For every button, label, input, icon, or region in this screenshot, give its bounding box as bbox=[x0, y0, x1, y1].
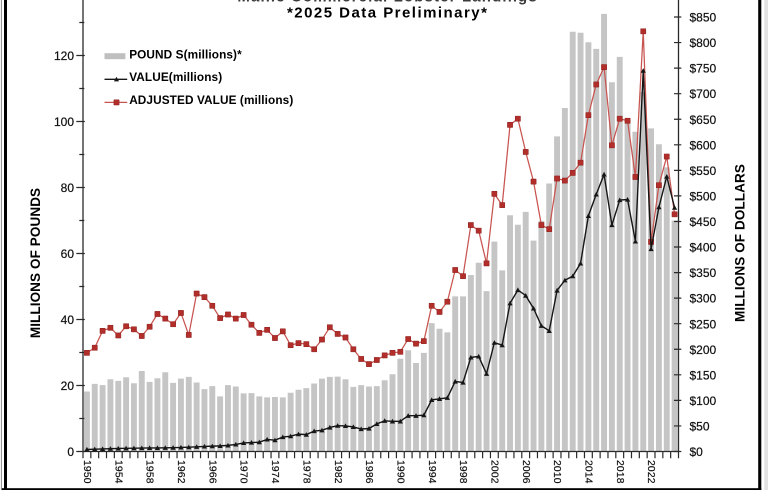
svg-text:$50: $50 bbox=[690, 419, 710, 433]
svg-text:60: 60 bbox=[61, 247, 75, 261]
svg-text:$800: $800 bbox=[690, 36, 717, 50]
svg-text:1962: 1962 bbox=[175, 460, 186, 484]
svg-text:100: 100 bbox=[54, 115, 74, 129]
svg-text:$600: $600 bbox=[690, 138, 717, 152]
svg-text:2022: 2022 bbox=[645, 460, 656, 484]
svg-text:$550: $550 bbox=[690, 164, 717, 178]
svg-text:$650: $650 bbox=[690, 113, 717, 127]
svg-text:$850: $850 bbox=[690, 11, 717, 25]
svg-text:40: 40 bbox=[61, 313, 75, 327]
svg-text:1958: 1958 bbox=[144, 460, 155, 484]
svg-text:$250: $250 bbox=[690, 317, 717, 331]
svg-text:MILLIONS OF POUNDS: MILLIONS OF POUNDS bbox=[28, 188, 43, 338]
svg-text:POUND S(millions)*: POUND S(millions)* bbox=[129, 48, 242, 62]
svg-text:$350: $350 bbox=[690, 266, 717, 280]
svg-text:$700: $700 bbox=[690, 87, 717, 101]
svg-text:$400: $400 bbox=[690, 241, 717, 255]
svg-text:80: 80 bbox=[61, 181, 75, 195]
svg-text:*2025 Data Preliminary*: *2025 Data Preliminary* bbox=[287, 5, 488, 22]
svg-text:1966: 1966 bbox=[206, 460, 217, 484]
svg-text:2014: 2014 bbox=[582, 460, 593, 484]
svg-text:$300: $300 bbox=[690, 292, 717, 306]
svg-text:$0: $0 bbox=[690, 445, 704, 459]
svg-text:2010: 2010 bbox=[551, 460, 562, 484]
svg-text:1974: 1974 bbox=[269, 460, 280, 484]
svg-text:ADJUSTED VALUE (millions): ADJUSTED VALUE (millions) bbox=[129, 93, 293, 107]
svg-text:1998: 1998 bbox=[457, 460, 468, 484]
svg-text:1986: 1986 bbox=[363, 460, 374, 484]
svg-text:120: 120 bbox=[54, 49, 74, 63]
svg-text:2018: 2018 bbox=[614, 460, 625, 484]
svg-text:1954: 1954 bbox=[112, 460, 123, 484]
svg-text:1994: 1994 bbox=[426, 460, 437, 484]
svg-text:Maine Commercial Lobster Landi: Maine Commercial Lobster Landings bbox=[237, 0, 538, 5]
svg-text:1950: 1950 bbox=[81, 460, 92, 484]
svg-text:0: 0 bbox=[67, 445, 74, 459]
svg-text:$450: $450 bbox=[690, 215, 717, 229]
svg-text:1970: 1970 bbox=[238, 460, 249, 484]
svg-text:1978: 1978 bbox=[300, 460, 311, 484]
svg-text:1982: 1982 bbox=[332, 460, 343, 484]
svg-text:$500: $500 bbox=[690, 189, 717, 203]
svg-text:MILLIONS OF DOLLARS: MILLIONS OF DOLLARS bbox=[732, 164, 747, 322]
svg-text:VALUE(millions): VALUE(millions) bbox=[129, 70, 222, 84]
svg-text:$750: $750 bbox=[690, 62, 717, 76]
svg-text:$150: $150 bbox=[690, 368, 717, 382]
svg-text:1990: 1990 bbox=[394, 460, 405, 484]
svg-text:$200: $200 bbox=[690, 343, 717, 357]
svg-text:2002: 2002 bbox=[488, 460, 499, 484]
svg-text:2006: 2006 bbox=[520, 460, 531, 484]
svg-text:$100: $100 bbox=[690, 394, 717, 408]
svg-text:20: 20 bbox=[61, 379, 75, 393]
